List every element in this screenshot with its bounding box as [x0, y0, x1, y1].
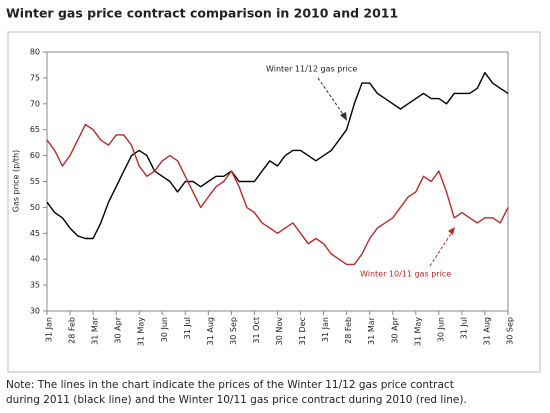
x-tick-label: 31 Jan [45, 317, 54, 342]
y-axis-label: Gas price (p/th) [12, 150, 21, 213]
y-tick-label: 35 [30, 281, 40, 290]
x-tick-label: 31 May [137, 317, 146, 347]
y-tick-label: 55 [30, 177, 40, 186]
x-tick-label: 31 Dec [298, 317, 307, 345]
x-tick-label: 30 Apr [390, 316, 399, 343]
arrowhead [340, 112, 347, 121]
y-tick-label: 75 [30, 73, 40, 82]
x-tick-label: 31 Jul [183, 317, 192, 339]
chart-frame [7, 31, 541, 373]
y-tick-label: 50 [30, 203, 40, 212]
x-tick-label: 30 Sep [229, 317, 238, 345]
x-tick-label: 30 Apr [114, 316, 123, 343]
y-tick-label: 65 [30, 125, 40, 134]
x-tick-label: 28 Feb [344, 317, 353, 344]
note: Note: The lines in the chart indicate th… [6, 379, 454, 391]
y-tick-label: 40 [30, 255, 40, 264]
annotation: Winter 10/11 gas price [360, 270, 451, 279]
annotation-arrow [429, 231, 453, 267]
x-tick-label: 31 Mar [91, 316, 100, 345]
annotation: Winter 11/12 gas price [266, 65, 357, 74]
y-tick-label: 80 [30, 48, 40, 57]
x-tick-label: 30 Jun [436, 317, 445, 342]
x-tick-label: 30 Jun [160, 317, 169, 342]
x-tick-label: 30 Sep [506, 317, 515, 345]
x-tick-label: 31 May [413, 317, 422, 347]
note: during 2011 (black line) and the Winter … [6, 394, 467, 406]
x-tick-label: 31 Mar [367, 316, 376, 345]
series-line [46, 72, 509, 240]
x-tick-label: 31 Jan [321, 317, 330, 342]
chart-title: Winter gas price contract comparison in … [6, 6, 398, 21]
series-line [46, 123, 509, 266]
x-tick-label: 28 Feb [68, 317, 77, 344]
y-tick-label: 70 [30, 99, 40, 108]
x-tick-label: 30 Nov [275, 317, 284, 346]
y-tick-label: 30 [30, 307, 40, 316]
annotation-arrow [317, 77, 346, 118]
x-tick-label: 31 Oct [252, 317, 261, 344]
x-tick-label: 31 Aug [482, 317, 491, 345]
arrowhead [448, 227, 455, 235]
y-tick-label: 45 [30, 229, 40, 238]
x-tick-label: 31 Jul [459, 317, 468, 339]
x-tick-label: 31 Aug [206, 317, 215, 345]
y-tick-label: 60 [30, 151, 40, 160]
